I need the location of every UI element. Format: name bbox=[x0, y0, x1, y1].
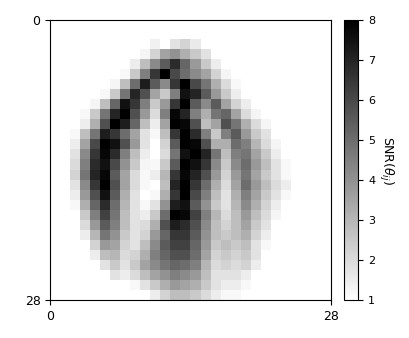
Y-axis label: SNR($\theta_{ij}$): SNR($\theta_{ij}$) bbox=[376, 136, 394, 185]
